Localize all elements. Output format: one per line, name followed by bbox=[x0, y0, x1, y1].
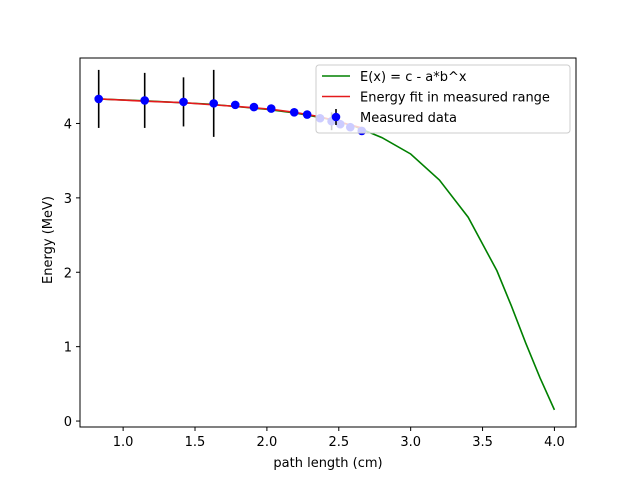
x-tick-label: 3.5 bbox=[472, 435, 493, 450]
x-tick-label: 2.5 bbox=[328, 435, 349, 450]
y-tick-label: 1 bbox=[64, 341, 72, 356]
data-point bbox=[140, 96, 149, 105]
legend: E(x) = c - a*b^x Energy fit in measured r… bbox=[315, 64, 571, 134]
series-line-1 bbox=[98, 98, 556, 411]
data-point bbox=[94, 94, 103, 104]
data-point bbox=[302, 110, 312, 119]
x-tick-label: 4.0 bbox=[544, 435, 565, 450]
data-point bbox=[230, 100, 240, 110]
legend-marker-swatch bbox=[331, 112, 341, 122]
legend-entry-label: Energy fit in measured range bbox=[360, 91, 550, 106]
y-tick-label: 4 bbox=[64, 117, 72, 132]
legend-entry-label: E(x) = c - a*b^x bbox=[360, 70, 467, 85]
y-tick-label: 3 bbox=[64, 192, 72, 207]
data-point bbox=[209, 99, 219, 108]
legend-box bbox=[315, 64, 571, 134]
y-tick-label: 2 bbox=[64, 266, 72, 281]
x-tick-label: 3.0 bbox=[400, 435, 421, 450]
x-tick-label: 1.0 bbox=[113, 435, 134, 450]
axes-frame bbox=[79, 57, 577, 428]
x-axis-label: path length (cm) bbox=[273, 456, 382, 471]
data-point bbox=[289, 108, 299, 117]
data-point bbox=[249, 102, 259, 112]
data-point bbox=[179, 97, 188, 107]
y-tick-label: 0 bbox=[64, 415, 72, 430]
axes: 1.0 1.5 2.0 2.5 3.0 3.5 4.0 0 1 2 3 4 bbox=[64, 57, 577, 450]
x-tick-label: 2.0 bbox=[257, 435, 278, 450]
y-axis-label: Energy (MeV) bbox=[41, 196, 56, 284]
legend-entry-label: Measured data bbox=[360, 111, 457, 126]
x-tick-label: 1.5 bbox=[185, 435, 206, 450]
data-point bbox=[266, 104, 276, 113]
